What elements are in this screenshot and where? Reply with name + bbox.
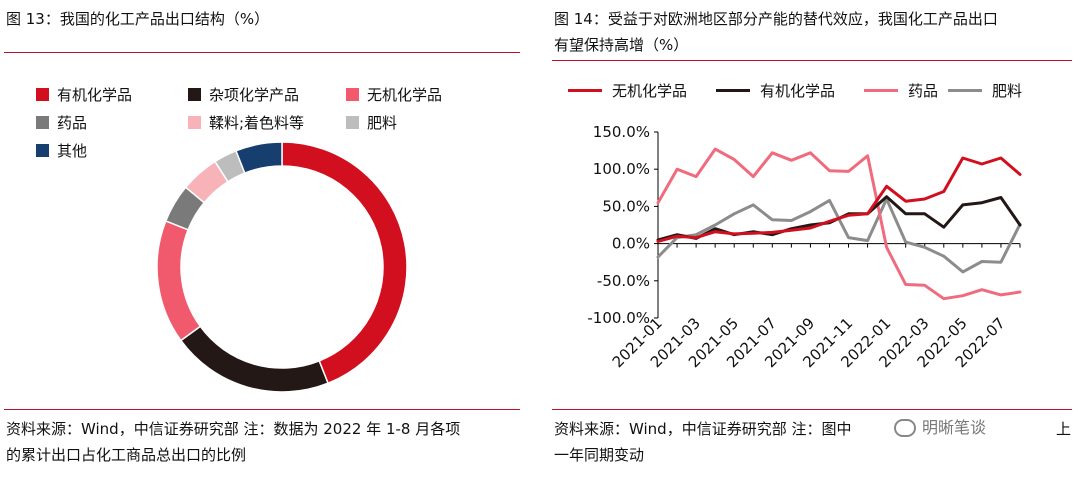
right-title-rule <box>552 60 1072 61</box>
wechat-icon <box>894 419 916 437</box>
line-legend-label: 药品 <box>908 82 939 100</box>
pie-legend-swatch <box>36 144 49 157</box>
left-title-rule <box>4 52 520 53</box>
pie-legend-swatch <box>188 88 201 101</box>
line-legend-swatch <box>716 89 750 92</box>
pie-legend-label: 肥料 <box>367 114 398 132</box>
pie-legend-swatch <box>346 116 359 129</box>
pie-legend-item: 其他 <box>36 140 87 161</box>
right-source-line1: 资料来源：Wind，中信证券研究部 注：图中 <box>554 420 852 438</box>
y-tick-label: 100.0% <box>593 160 650 178</box>
series-line <box>656 156 1022 243</box>
line-legend-swatch <box>864 89 898 92</box>
left-source-rule <box>4 409 520 410</box>
pie-legend-swatch <box>36 88 49 101</box>
line-legend-swatch <box>568 89 602 92</box>
series-line <box>656 147 1022 301</box>
line-legend-item: 有机化学品 <box>716 80 835 101</box>
pie-legend-swatch <box>188 116 201 129</box>
pie-legend-item: 药品 <box>36 112 87 133</box>
pie-legend-item: 鞣料;着色料等 <box>188 112 304 133</box>
line-legend-label: 无机化学品 <box>612 82 688 100</box>
pie-legend-label: 药品 <box>57 114 88 132</box>
pie-slice <box>235 141 283 175</box>
watermark: 明晰笔谈 <box>888 414 993 442</box>
line-legend-item: 无机化学品 <box>568 80 687 101</box>
left-panel: 图 13：我国的化工产品出口结构（%） 有机化学品 杂项化学产品 无机化学品药品 鞣料… <box>4 10 520 464</box>
pie-legend-label: 鞣料;着色料等 <box>209 114 305 132</box>
pie-slice <box>281 141 408 385</box>
series-line <box>656 197 1022 274</box>
y-tick-label: -100.0% <box>587 309 650 327</box>
y-tick-label: 150.0% <box>593 123 650 141</box>
right-source-line2: 一年同期变动 <box>554 446 645 464</box>
right-source-tail: 上 <box>1056 420 1072 438</box>
pie-legend-swatch <box>36 116 49 129</box>
watermark-text: 明晰笔谈 <box>922 418 987 437</box>
pie-legend-swatch <box>346 88 359 101</box>
pie-legend-label: 有机化学品 <box>57 86 133 104</box>
line-legend: 无机化学品 有机化学品 药品 肥料 <box>568 80 1068 106</box>
pie-legend-item: 杂项化学产品 <box>188 84 299 105</box>
line-legend-item: 药品 <box>864 80 938 101</box>
left-chart-title: 图 13：我国的化工产品出口结构（%） <box>6 10 270 28</box>
right-chart-title-line1: 图 14：受益于对欧洲地区部分产能的替代效应，我国化工产品出口 <box>554 10 998 28</box>
pie-legend-item: 肥料 <box>346 112 397 133</box>
y-tick-label: 0.0% <box>612 235 650 253</box>
pie-slice <box>156 220 202 342</box>
pie-legend-item: 无机化学品 <box>346 84 442 105</box>
pie-legend-label: 其他 <box>57 142 88 160</box>
right-panel: 图 14：受益于对欧洲地区部分产能的替代效应，我国化工产品出口 有望保持高增（%… <box>548 0 1080 477</box>
line-legend-label: 肥料 <box>992 82 1023 100</box>
line-chart: 150.0%100.0%50.0%0.0%-50.0%-100.0%2021-0… <box>587 123 1022 371</box>
pie-legend-label: 杂项化学产品 <box>209 86 300 104</box>
line-legend-label: 有机化学品 <box>760 82 836 100</box>
donut-chart <box>156 141 408 393</box>
left-source-line2: 的累计出口占化工商品总出口的比例 <box>6 446 247 464</box>
y-tick-label: -50.0% <box>597 272 650 290</box>
right-chart-title-line2: 有望保持高增（%） <box>554 36 689 54</box>
pie-slice <box>179 325 329 393</box>
line-legend-item: 肥料 <box>948 80 1022 101</box>
line-legend-swatch <box>948 89 982 92</box>
pie-legend-item: 有机化学品 <box>36 84 132 105</box>
y-tick-label: 50.0% <box>602 197 650 215</box>
left-source-line1: 资料来源：Wind，中信证券研究部 注：数据为 2022 年 1-8 月各项 <box>6 420 461 438</box>
pie-legend: 有机化学品 杂项化学产品 无机化学品药品 鞣料;着色料等 肥料其他 <box>36 84 516 164</box>
pie-legend-label: 无机化学品 <box>367 86 443 104</box>
right-source-rule <box>552 409 1072 410</box>
